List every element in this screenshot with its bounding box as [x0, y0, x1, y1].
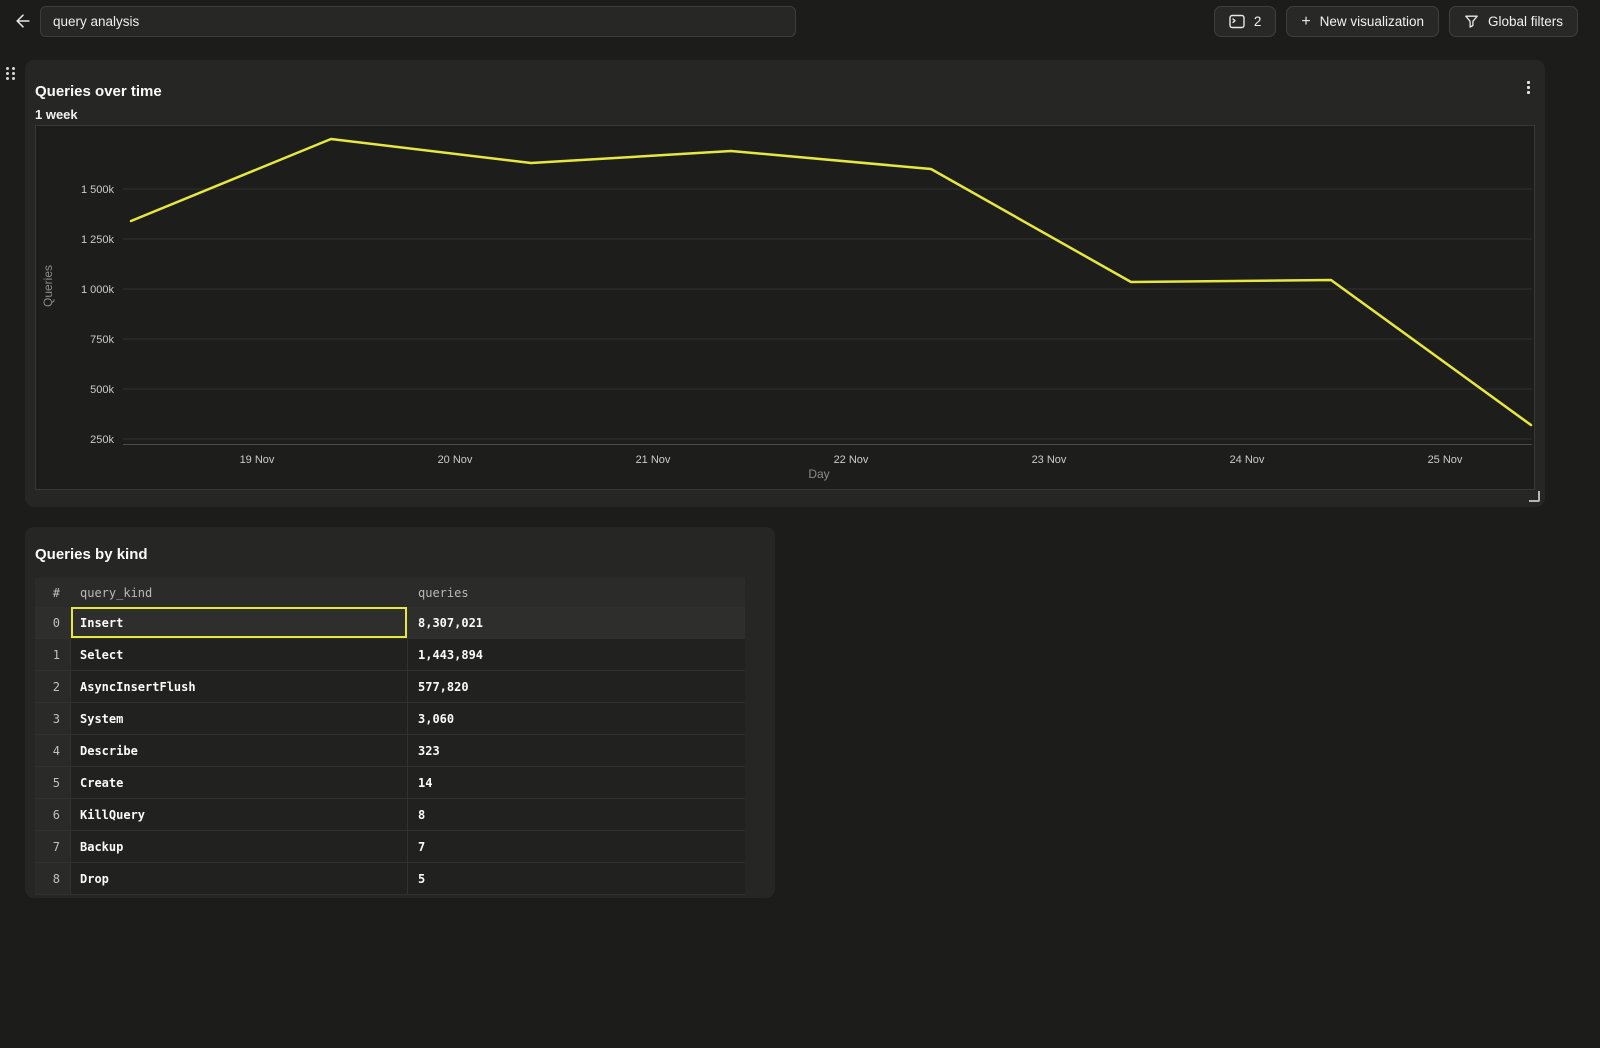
resize-handle[interactable] — [1529, 491, 1540, 502]
y-tick-label: 1 500k — [81, 184, 115, 196]
queries-cell[interactable]: 3,060 — [407, 703, 745, 734]
chart-panel-subtitle: 1 week — [35, 107, 78, 122]
row-index-cell: 4 — [35, 735, 70, 766]
query-kind-cell[interactable]: KillQuery — [70, 799, 407, 830]
query-kind-cell[interactable]: Backup — [70, 831, 407, 862]
header-cell-index: # — [52, 585, 60, 600]
row-index-cell: 5 — [35, 767, 70, 798]
table-row[interactable]: 0 Insert 8,307,021 — [35, 607, 745, 639]
row-index-cell: 2 — [35, 671, 70, 702]
back-button[interactable] — [10, 9, 36, 35]
console-window-icon — [1229, 14, 1245, 29]
dashboard-title-input[interactable] — [40, 6, 796, 37]
x-tick-label: 22 Nov — [834, 454, 869, 466]
queries-cell[interactable]: 7 — [407, 831, 745, 862]
y-tick-label: 250k — [90, 434, 114, 446]
queries-line-chart-svg: 1 500k 1 250k 1 000k 750k 500k 250k 19 Nov 20 N… — [41, 137, 1533, 481]
row-index-cell: 7 — [35, 831, 70, 862]
y-tick-label: 500k — [90, 384, 114, 396]
panel-menu-button[interactable] — [1519, 76, 1537, 98]
y-tick-label: 1 250k — [81, 234, 115, 246]
topbar-actions: 2 + New visualization Global filters — [1213, 6, 1578, 37]
table-panel: Queries by kind # query_kind queries 0 In… — [25, 527, 775, 898]
kebab-icon — [1526, 80, 1530, 84]
query-kind-cell[interactable]: Create — [70, 767, 407, 798]
queries-by-kind-table: # query_kind queries 0 Insert 8,307,021 1 Se… — [35, 578, 745, 895]
x-tick-label: 23 Nov — [1032, 454, 1067, 466]
query-kind-cell[interactable]: Select — [70, 639, 407, 670]
y-tick-label: 1 000k — [81, 284, 115, 296]
chart-area[interactable]: 1 500k 1 250k 1 000k 750k 500k 250k 19 Nov 20 N… — [35, 125, 1535, 490]
chart-panel-title: Queries over time — [35, 83, 162, 100]
queries-cell[interactable]: 1,443,894 — [407, 639, 745, 670]
table-row[interactable]: 4 Describe 323 — [35, 735, 745, 767]
header-cell-queries[interactable]: queries — [418, 585, 469, 600]
plus-icon: + — [1301, 12, 1311, 30]
global-filters-button[interactable]: Global filters — [1448, 6, 1578, 37]
queries-cell[interactable]: 8,307,021 — [407, 607, 745, 638]
funnel-icon — [1464, 14, 1479, 29]
query-kind-cell[interactable]: System — [70, 703, 407, 734]
x-tick-label: 25 Nov — [1428, 454, 1463, 466]
x-tick-label: 19 Nov — [240, 454, 275, 466]
query-kind-cell[interactable]: Insert — [70, 607, 407, 638]
table-header: # query_kind queries — [35, 578, 745, 607]
queries-cell[interactable]: 577,820 — [407, 671, 745, 702]
row-index-cell: 0 — [35, 607, 70, 638]
tabs-count-label: 2 — [1253, 14, 1262, 29]
table-row[interactable]: 1 Select 1,443,894 — [35, 639, 745, 671]
new-visualization-label: New visualization — [1319, 14, 1424, 29]
query-kind-cell[interactable]: Describe — [70, 735, 407, 766]
row-index-cell: 3 — [35, 703, 70, 734]
table-row[interactable]: 8 Drop 5 — [35, 863, 745, 895]
table-row[interactable]: 3 System 3,060 — [35, 703, 745, 735]
x-tick-label: 20 Nov — [438, 454, 473, 466]
queries-series-line[interactable] — [129, 137, 1533, 427]
table-panel-title: Queries by kind — [35, 546, 148, 563]
arrow-left-icon — [13, 11, 33, 34]
table-row[interactable]: 7 Backup 7 — [35, 831, 745, 863]
x-tick-label: 21 Nov — [636, 454, 671, 466]
y-tick-label: 750k — [90, 334, 114, 346]
drag-handle[interactable] — [6, 67, 18, 83]
queries-cell[interactable]: 8 — [407, 799, 745, 830]
queries-cell[interactable]: 323 — [407, 735, 745, 766]
topbar: 2 + New visualization Global filters — [0, 0, 1600, 44]
x-tick-label: 24 Nov — [1230, 454, 1265, 466]
table-row[interactable]: 5 Create 14 — [35, 767, 745, 799]
queries-cell[interactable]: 5 — [407, 863, 745, 894]
row-index-cell: 8 — [35, 863, 70, 894]
x-axis-title: Day — [808, 467, 829, 481]
header-cell-query-kind[interactable]: query_kind — [80, 585, 153, 600]
query-kind-cell[interactable]: Drop — [70, 863, 407, 894]
tabs-count-button[interactable]: 2 — [1213, 6, 1277, 37]
query-kind-cell[interactable]: AsyncInsertFlush — [70, 671, 407, 702]
row-index-cell: 6 — [35, 799, 70, 830]
table-row[interactable]: 2 AsyncInsertFlush 577,820 — [35, 671, 745, 703]
table-row[interactable]: 6 KillQuery 8 — [35, 799, 745, 831]
y-axis-title: Queries — [41, 265, 55, 307]
queries-cell[interactable]: 14 — [407, 767, 745, 798]
table-body: 0 Insert 8,307,021 1 Select 1,443,894 2 AsyncIn… — [35, 607, 745, 895]
row-index-cell: 1 — [35, 639, 70, 670]
global-filters-label: Global filters — [1487, 14, 1563, 29]
new-visualization-button[interactable]: + New visualization — [1286, 6, 1439, 37]
chart-panel: Queries over time 1 week 1 500k 1 250k 1 0… — [6, 60, 1545, 507]
